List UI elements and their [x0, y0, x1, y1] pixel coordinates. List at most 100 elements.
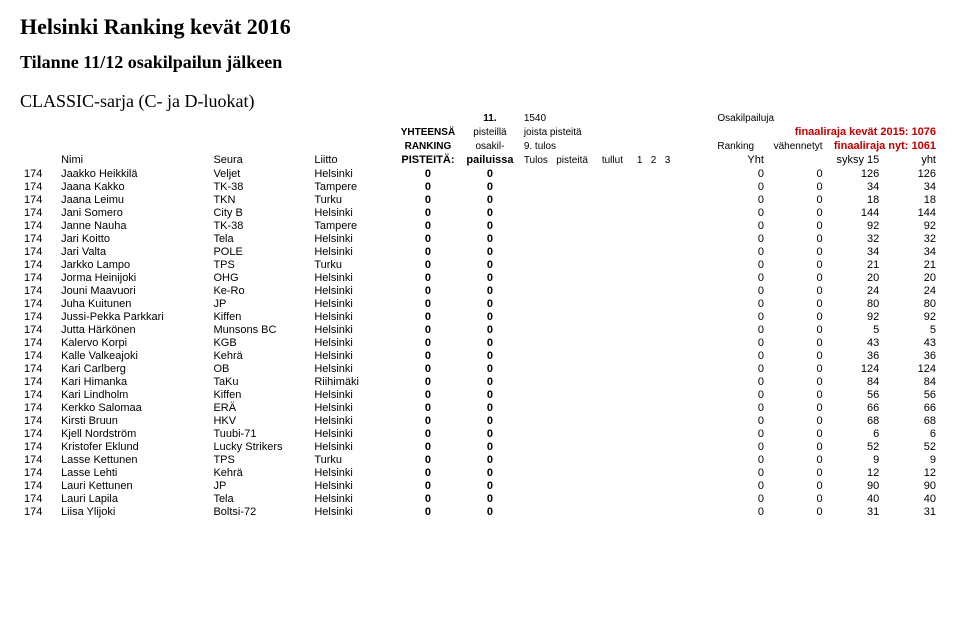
- cell-team: TKN: [209, 193, 310, 206]
- cell-b: 0: [768, 219, 827, 232]
- cell-b: 0: [768, 180, 827, 193]
- hdr-pisteilla: pisteillä: [460, 125, 520, 139]
- table-row: 174Lasse KettunenTPSTurku000099: [20, 453, 940, 466]
- cell-gap: [520, 219, 714, 232]
- table-row: 174Liisa YlijokiBoltsi-72Helsinki0000313…: [20, 505, 940, 518]
- cell-gap: [520, 245, 714, 258]
- cell-b: 0: [768, 427, 827, 440]
- hdr-rankingw: Ranking: [713, 139, 768, 153]
- cell-city: Helsinki: [310, 206, 395, 219]
- cell-rank: 174: [20, 310, 57, 323]
- cell-name: Jouni Maavuori: [57, 284, 209, 297]
- cell-team: HKV: [209, 414, 310, 427]
- cell-d: 20: [883, 271, 940, 284]
- cell-d: 24: [883, 284, 940, 297]
- cell-rank: 174: [20, 388, 57, 401]
- cell-name: Kari Lindholm: [57, 388, 209, 401]
- cell-name: Lasse Lehti: [57, 466, 209, 479]
- cell-a: 0: [713, 453, 768, 466]
- cell-b: 0: [768, 310, 827, 323]
- cell-d: 6: [883, 427, 940, 440]
- cell-p: 0: [396, 193, 460, 206]
- cell-q: 0: [460, 323, 520, 336]
- cell-rank: 174: [20, 505, 57, 518]
- cell-b: 0: [768, 466, 827, 479]
- cell-p: 0: [396, 414, 460, 427]
- cell-a: 0: [713, 193, 768, 206]
- cell-q: 0: [460, 232, 520, 245]
- cell-q: 0: [460, 427, 520, 440]
- cell-team: Boltsi-72: [209, 505, 310, 518]
- cell-c: 126: [827, 167, 884, 180]
- cell-gap: [520, 193, 714, 206]
- cell-p: 0: [396, 219, 460, 232]
- cell-p: 0: [396, 232, 460, 245]
- cell-b: 0: [768, 375, 827, 388]
- cell-a: 0: [713, 206, 768, 219]
- cell-rank: 174: [20, 323, 57, 336]
- cell-d: 92: [883, 219, 940, 232]
- cell-city: Helsinki: [310, 414, 395, 427]
- cell-q: 0: [460, 310, 520, 323]
- cell-city: Helsinki: [310, 362, 395, 375]
- cell-b: 0: [768, 492, 827, 505]
- cell-b: 0: [768, 505, 827, 518]
- cell-name: Jaana Kakko: [57, 180, 209, 193]
- cell-gap: [520, 453, 714, 466]
- cell-team: KGB: [209, 336, 310, 349]
- cell-b: 0: [768, 323, 827, 336]
- cell-gap: [520, 362, 714, 375]
- cell-team: Kehrä: [209, 349, 310, 362]
- cell-c: 24: [827, 284, 884, 297]
- hdr-yhteensa: YHTEENSÄ: [396, 125, 460, 139]
- hdr-osakil: Osakilpailuja: [713, 112, 826, 125]
- cell-p: 0: [396, 375, 460, 388]
- col-3: 3: [665, 155, 671, 166]
- cell-c: 9: [827, 453, 884, 466]
- table-row: 174Jaana KakkoTK-38Tampere00003434: [20, 180, 940, 193]
- cell-name: Lauri Lapila: [57, 492, 209, 505]
- cell-q: 0: [460, 180, 520, 193]
- col-seura: Seura: [209, 153, 310, 167]
- col-1: 1: [637, 155, 643, 166]
- cell-d: 32: [883, 232, 940, 245]
- cell-team: TK-38: [209, 219, 310, 232]
- cell-b: 0: [768, 193, 827, 206]
- cell-team: ERÄ: [209, 401, 310, 414]
- cell-q: 0: [460, 375, 520, 388]
- cell-name: Liisa Ylijoki: [57, 505, 209, 518]
- cell-city: Helsinki: [310, 401, 395, 414]
- hdr-vahen: vähennetyt: [768, 139, 827, 153]
- cell-b: 0: [768, 206, 827, 219]
- cell-p: 0: [396, 479, 460, 492]
- cell-city: Helsinki: [310, 271, 395, 284]
- cell-gap: [520, 492, 714, 505]
- table-row: 174Jouni MaavuoriKe-RoHelsinki00002424: [20, 284, 940, 297]
- cell-p: 0: [396, 271, 460, 284]
- cell-p: 0: [396, 336, 460, 349]
- table-row: 174Jussi-Pekka ParkkariKiffenHelsinki000…: [20, 310, 940, 323]
- cell-a: 0: [713, 362, 768, 375]
- cell-gap: [520, 466, 714, 479]
- cell-city: Helsinki: [310, 388, 395, 401]
- cell-city: Turku: [310, 193, 395, 206]
- cell-city: Helsinki: [310, 245, 395, 258]
- cell-c: 18: [827, 193, 884, 206]
- cell-c: 56: [827, 388, 884, 401]
- cell-a: 0: [713, 271, 768, 284]
- cell-a: 0: [713, 284, 768, 297]
- cell-p: 0: [396, 206, 460, 219]
- cell-q: 0: [460, 440, 520, 453]
- cell-p: 0: [396, 258, 460, 271]
- table-row: 174Kerkko SalomaaERÄHelsinki00006666: [20, 401, 940, 414]
- table-head: 11. 1540 Osakilpailuja YHTEENSÄ pisteill…: [20, 112, 940, 167]
- col-liitto: Liitto: [310, 153, 395, 167]
- table-row: 174Lauri KettunenJPHelsinki00009090: [20, 479, 940, 492]
- cell-rank: 174: [20, 180, 57, 193]
- table-row: 174Kjell NordströmTuubi-71Helsinki000066: [20, 427, 940, 440]
- cell-d: 90: [883, 479, 940, 492]
- cell-gap: [520, 440, 714, 453]
- cell-city: Helsinki: [310, 492, 395, 505]
- cell-city: Helsinki: [310, 349, 395, 362]
- cell-name: Jaana Leimu: [57, 193, 209, 206]
